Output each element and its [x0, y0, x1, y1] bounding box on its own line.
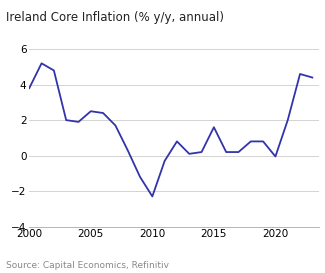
Text: Source: Capital Economics, Refinitiv: Source: Capital Economics, Refinitiv — [6, 261, 170, 270]
Text: Ireland Core Inflation (% y/y, annual): Ireland Core Inflation (% y/y, annual) — [6, 11, 225, 24]
